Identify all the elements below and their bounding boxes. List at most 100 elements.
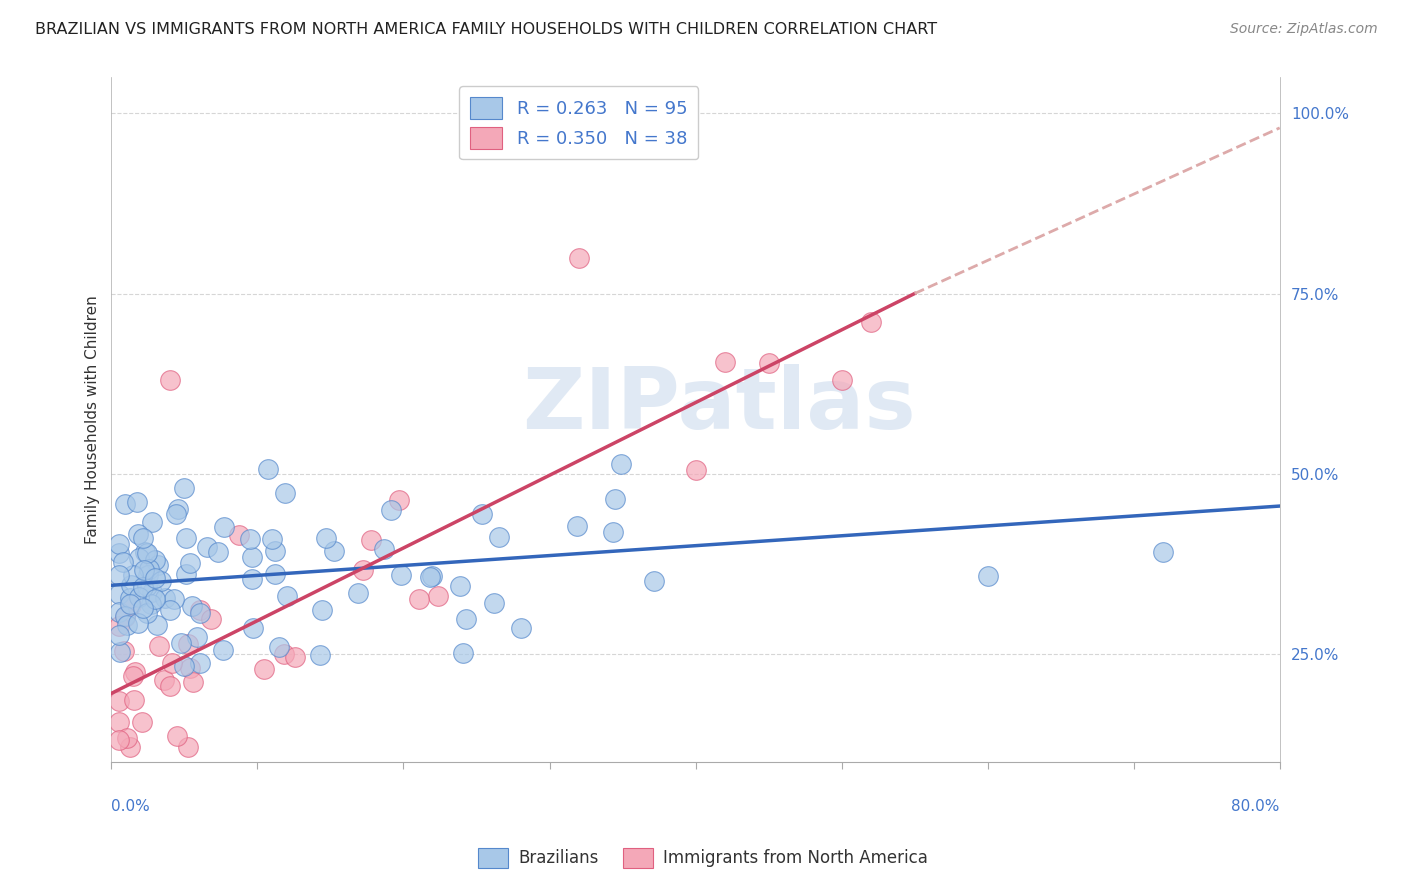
Point — [143, 552, 166, 566]
Point — [311, 602, 333, 616]
Point — [456, 612, 478, 626]
Point — [107, 537, 129, 551]
Point — [107, 628, 129, 642]
Point — [482, 596, 505, 610]
Point — [118, 740, 141, 755]
Point — [568, 251, 591, 265]
Point — [420, 569, 443, 583]
Point — [240, 550, 263, 565]
Point — [262, 532, 284, 546]
Point — [120, 597, 142, 611]
Point — [159, 679, 181, 693]
Point — [120, 577, 142, 591]
Point — [114, 497, 136, 511]
Point — [859, 315, 882, 329]
Point — [176, 532, 198, 546]
Point — [263, 566, 285, 581]
Point — [122, 568, 145, 582]
Point — [758, 356, 780, 370]
Point — [107, 546, 129, 560]
Point — [188, 606, 211, 620]
Point — [108, 645, 131, 659]
Point — [188, 656, 211, 670]
Point — [107, 587, 129, 601]
Point — [145, 618, 167, 632]
Point — [488, 530, 510, 544]
Point — [107, 618, 129, 632]
Point — [162, 656, 184, 670]
Point — [127, 527, 149, 541]
Point — [115, 617, 138, 632]
Point — [177, 740, 200, 755]
Point — [148, 639, 170, 653]
Point — [239, 533, 262, 547]
Point — [132, 531, 155, 545]
Point — [214, 519, 236, 533]
Point — [256, 462, 278, 476]
Point — [107, 606, 129, 620]
Point — [132, 563, 155, 577]
Point — [120, 599, 142, 613]
Point — [1152, 545, 1174, 559]
Point — [228, 528, 250, 542]
Point — [200, 612, 222, 626]
Point — [373, 542, 395, 557]
Point — [211, 642, 233, 657]
Text: BRAZILIAN VS IMMIGRANTS FROM NORTH AMERICA FAMILY HOUSEHOLDS WITH CHILDREN CORRE: BRAZILIAN VS IMMIGRANTS FROM NORTH AMERI… — [35, 22, 938, 37]
Point — [471, 508, 494, 522]
Point — [107, 568, 129, 582]
Point — [170, 636, 193, 650]
Point — [252, 663, 274, 677]
Point — [135, 578, 157, 592]
Point — [124, 665, 146, 680]
Point — [174, 567, 197, 582]
Point — [114, 610, 136, 624]
Point — [273, 647, 295, 661]
Point — [177, 637, 200, 651]
Point — [107, 714, 129, 729]
Point — [426, 589, 449, 603]
Point — [274, 486, 297, 500]
Text: 80.0%: 80.0% — [1232, 799, 1279, 814]
Point — [131, 580, 153, 594]
Text: Source: ZipAtlas.com: Source: ZipAtlas.com — [1230, 22, 1378, 37]
Point — [179, 556, 201, 570]
Point — [107, 694, 129, 708]
Point — [510, 621, 533, 635]
Point — [602, 524, 624, 539]
Point — [380, 503, 402, 517]
Point — [143, 592, 166, 607]
Point — [449, 579, 471, 593]
Point — [173, 659, 195, 673]
Point — [146, 558, 169, 572]
Point — [165, 507, 187, 521]
Point — [127, 616, 149, 631]
Point — [118, 591, 141, 606]
Legend: R = 0.263   N = 95, R = 0.350   N = 38: R = 0.263 N = 95, R = 0.350 N = 38 — [460, 87, 699, 160]
Point — [107, 733, 129, 747]
Point — [685, 462, 707, 476]
Point — [128, 550, 150, 565]
Point — [408, 592, 430, 607]
Point — [159, 373, 181, 387]
Point — [389, 567, 412, 582]
Point — [181, 674, 204, 689]
Legend: Brazilians, Immigrants from North America: Brazilians, Immigrants from North Americ… — [471, 841, 935, 875]
Point — [150, 574, 173, 588]
Point — [284, 650, 307, 665]
Point — [166, 729, 188, 743]
Point — [163, 592, 186, 607]
Point — [134, 545, 156, 559]
Point — [122, 668, 145, 682]
Point — [115, 731, 138, 745]
Point — [453, 646, 475, 660]
Point — [603, 492, 626, 507]
Point — [323, 543, 346, 558]
Point — [128, 590, 150, 604]
Point — [138, 562, 160, 576]
Point — [388, 493, 411, 508]
Point — [131, 714, 153, 729]
Y-axis label: Family Households with Children: Family Households with Children — [86, 295, 100, 544]
Point — [114, 608, 136, 623]
Point — [139, 597, 162, 611]
